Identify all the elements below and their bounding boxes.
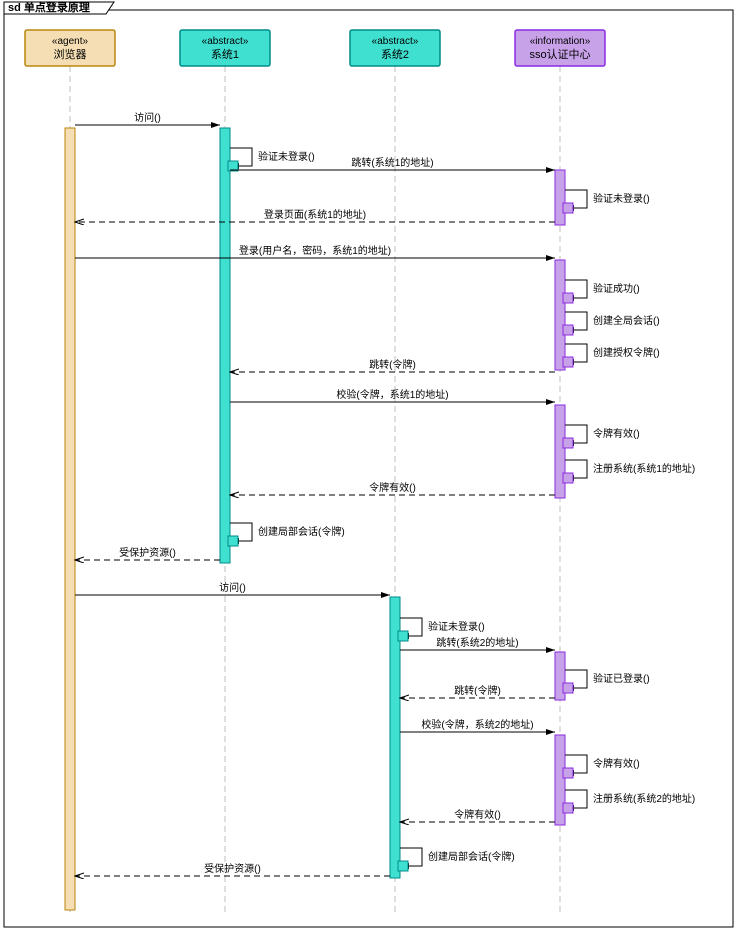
activation-sso (555, 170, 565, 225)
msg-label: 登录页面(系统1的地址) (264, 208, 366, 221)
activation-sso (555, 405, 565, 498)
msg-label: 跳转(系统2的地址) (436, 636, 518, 649)
msg-label: 创建局部会话(令牌) (428, 850, 515, 863)
activation-sys1 (220, 128, 230, 563)
msg-label: 令牌有效() (593, 427, 640, 440)
participant-name-sso: sso认证中心 (529, 48, 590, 61)
activation-sso (555, 260, 565, 370)
sequence-diagram: sd 单点登录原理«agent»浏览器«abstract»系统1«abstrac… (0, 0, 737, 931)
participant-name-browser: 浏览器 (54, 47, 87, 61)
msg-label: 访问() (219, 581, 246, 594)
msg-label: 创建授权令牌() (593, 346, 660, 359)
participant-name-sys2: 系统2 (381, 48, 409, 61)
msg-label: 跳转(令牌) (369, 358, 416, 371)
msg-label: 注册系统(系统2的地址) (593, 792, 695, 805)
msg-label: 登录(用户名，密码，系统1的地址) (239, 244, 391, 257)
msg-label: 注册系统(系统1的地址) (593, 462, 695, 475)
participant-stereo-sso: «information» (530, 36, 591, 47)
participant-stereo-browser: «agent» (52, 36, 89, 47)
msg-label: 验证未登录() (593, 192, 650, 205)
msg-label: 令牌有效() (369, 481, 416, 494)
msg-label: 令牌有效() (593, 757, 640, 770)
msg-label: 校验(令牌，系统1的地址) (336, 388, 448, 401)
msg-label: 跳转(系统1的地址) (351, 156, 433, 169)
msg-label: 验证未登录() (258, 150, 315, 163)
msg-label: 验证已登录() (593, 672, 650, 685)
msg-label: 令牌有效() (454, 808, 501, 821)
activation-browser (65, 128, 75, 910)
msg-label: 创建局部会话(令牌) (258, 525, 345, 538)
msg-label: 创建全局会话() (593, 314, 660, 327)
participant-stereo-sys1: «abstract» (202, 36, 249, 47)
msg-label: 验证未登录() (428, 620, 485, 633)
msg-label: 访问() (134, 111, 161, 124)
participant-name-sys1: 系统1 (211, 48, 239, 61)
participant-stereo-sys2: «abstract» (372, 36, 419, 47)
msg-label: 受保护资源() (204, 862, 261, 875)
msg-label: 受保护资源() (119, 546, 176, 559)
frame-title: sd 单点登录原理 (8, 0, 90, 14)
msg-label: 验证成功() (593, 282, 640, 295)
msg-label: 跳转(令牌) (454, 684, 501, 697)
msg-label: 校验(令牌，系统2的地址) (421, 718, 533, 731)
